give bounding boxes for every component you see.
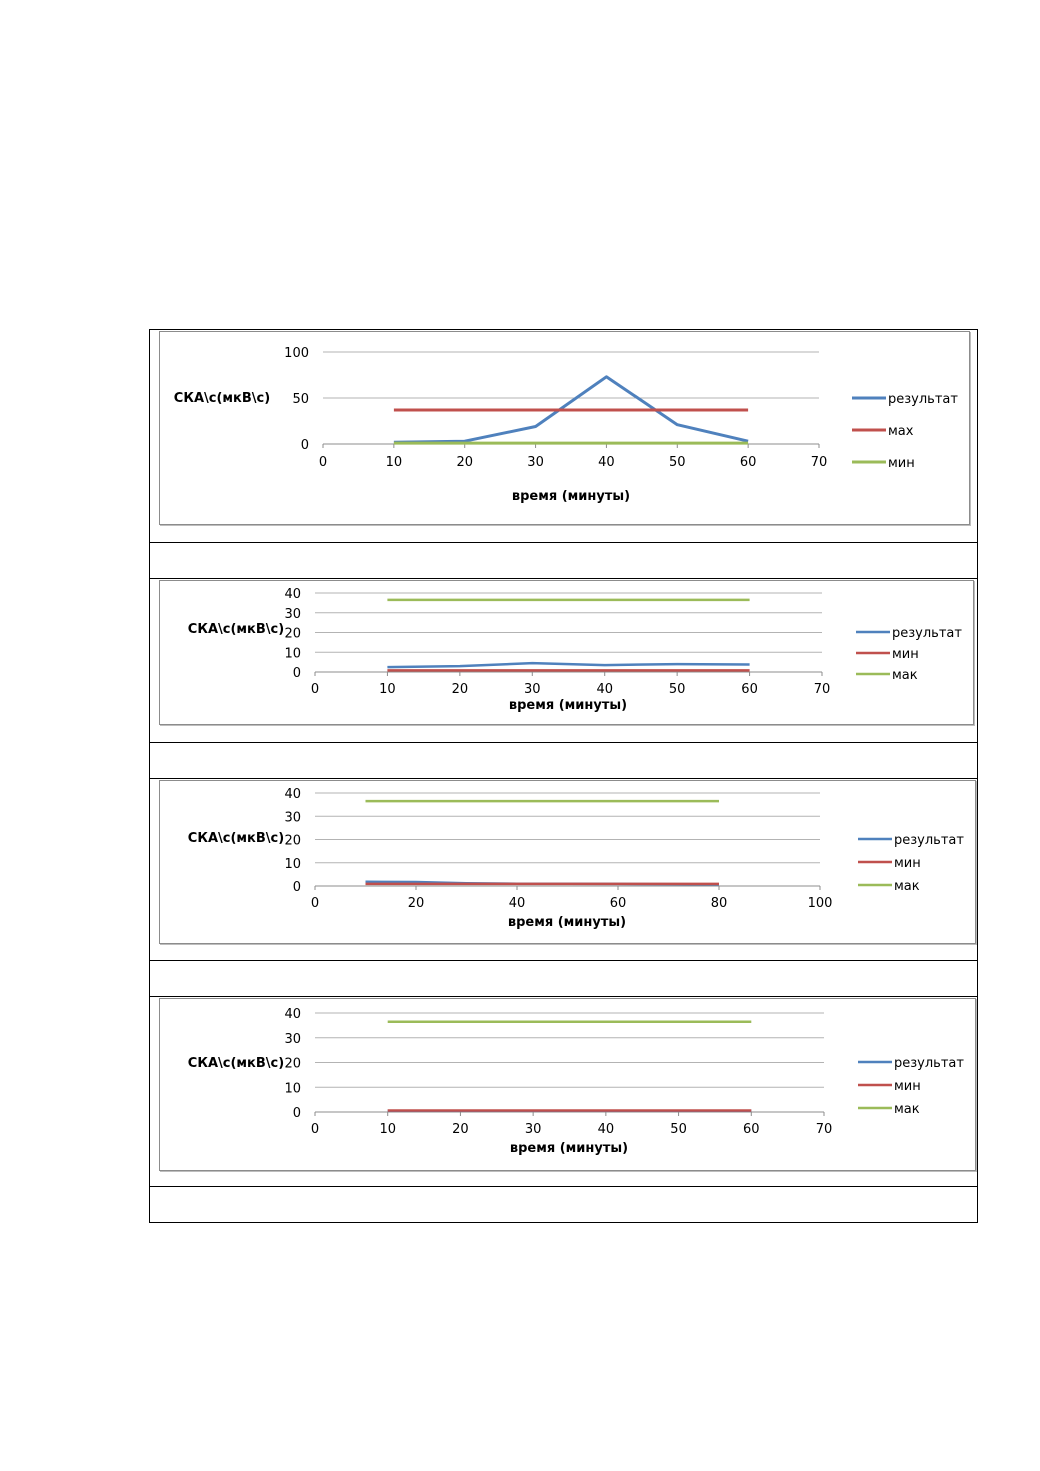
y-tick-label: 0	[293, 666, 301, 681]
legend-label: мах	[888, 424, 914, 439]
x-tick-label: 10	[386, 455, 403, 470]
y-axis-title: СКА\с(мкВ\с)	[188, 831, 284, 846]
x-tick-label: 40	[509, 896, 526, 911]
x-tick-label: 30	[525, 1122, 542, 1137]
chart-frame-2: 0 10 20 30 40 0 10 20 30 40 50 60 70 СКА\с(мкВ\с) врем…	[159, 580, 974, 725]
x-tick-label: 20	[408, 896, 425, 911]
x-tick-label: 30	[527, 455, 544, 470]
table-row-divider	[150, 960, 977, 961]
y-tick-label: 50	[292, 392, 309, 407]
x-tick-label: 10	[379, 1122, 396, 1137]
x-tick-label: 40	[596, 682, 613, 697]
table-row-divider	[150, 742, 977, 743]
table-row-divider	[150, 996, 977, 997]
x-tick-label: 50	[669, 455, 686, 470]
x-tick-label: 60	[610, 896, 627, 911]
y-axis-title: СКА\с(мкВ\с)	[174, 391, 270, 406]
legend-label: мак	[892, 668, 918, 683]
x-axis-title: время (минуты)	[510, 1141, 628, 1156]
legend-label: мин	[894, 856, 921, 871]
x-tick-label: 20	[456, 455, 473, 470]
legend-label: результат	[894, 1056, 964, 1071]
y-tick-label: 10	[284, 857, 301, 872]
x-tick-label: 70	[816, 1122, 833, 1137]
x-tick-label: 20	[452, 1122, 469, 1137]
table-row-divider	[150, 578, 977, 579]
x-tick-label: 100	[808, 896, 833, 911]
table-row-divider	[150, 1186, 977, 1187]
chart-frame-4: 0 10 20 30 40 0 10 20 30 40 50 60 70 СКА\с(мкВ\с) врем…	[159, 998, 976, 1171]
x-tick-label: 10	[379, 682, 396, 697]
document-table	[149, 329, 978, 1223]
y-tick-label: 0	[301, 438, 309, 453]
x-tick-label: 70	[814, 682, 831, 697]
x-tick-label: 30	[524, 682, 541, 697]
y-tick-label: 0	[293, 1106, 301, 1121]
line-chart-2: 0 10 20 30 40 0 10 20 30 40 50 60 70 СКА\с(мкВ\с) врем…	[188, 587, 963, 713]
y-tick-label: 20	[284, 1057, 301, 1072]
y-tick-label: 20	[284, 834, 301, 849]
legend-label: мак	[894, 879, 920, 894]
series-line-1	[387, 661, 750, 669]
x-axis-title: время (минуты)	[512, 489, 630, 504]
series-line-1	[393, 375, 749, 444]
line-chart-4: 0 10 20 30 40 0 10 20 30 40 50 60 70 СКА\с(мкВ\с) врем…	[188, 1007, 965, 1156]
legend-label: мак	[894, 1102, 920, 1117]
y-tick-label: 10	[284, 1081, 301, 1096]
y-axis-title: СКА\с(мкВ\с)	[188, 1056, 284, 1071]
x-tick-label: 40	[598, 1122, 615, 1137]
x-tick-label: 0	[311, 682, 319, 697]
table-row-divider	[150, 542, 977, 543]
x-tick-label: 50	[670, 1122, 687, 1137]
y-tick-label: 10	[284, 646, 301, 661]
x-tick-label: 0	[311, 1122, 319, 1137]
table-row-divider	[150, 778, 977, 779]
legend-label: мин	[892, 647, 919, 662]
y-tick-label: 30	[284, 607, 301, 622]
y-tick-label: 0	[293, 880, 301, 895]
y-tick-label: 30	[284, 1032, 301, 1047]
legend-label: результат	[888, 392, 958, 407]
chart-frame-1: 0 50 100 0 10 20 30 40 50 60 70 СКА\с(мкВ\с) время (…	[159, 331, 970, 525]
x-tick-label: 80	[711, 896, 728, 911]
x-tick-label: 20	[452, 682, 469, 697]
line-chart-1: 0 50 100 0 10 20 30 40 50 60 70 СКА\с(мкВ\с) время (…	[174, 346, 959, 504]
x-tick-label: 60	[741, 682, 758, 697]
legend-label: результат	[892, 626, 962, 641]
y-tick-label: 30	[284, 810, 301, 825]
x-tick-label: 0	[311, 896, 319, 911]
line-chart-3: 0 10 20 30 40 0 20 40 60 80 100 СКА\с(мкВ\с) время (…	[188, 787, 965, 930]
x-tick-label: 40	[598, 455, 615, 470]
legend-label: результат	[894, 833, 964, 848]
x-axis-title: время (минуты)	[509, 698, 627, 713]
y-tick-label: 20	[284, 627, 301, 642]
y-tick-label: 100	[284, 346, 309, 361]
x-tick-label: 0	[319, 455, 327, 470]
y-tick-label: 40	[284, 587, 301, 602]
legend-label: мин	[888, 456, 915, 471]
x-tick-label: 60	[740, 455, 757, 470]
y-axis-title: СКА\с(мкВ\с)	[188, 622, 284, 637]
legend-label: мин	[894, 1079, 921, 1094]
x-tick-label: 70	[811, 455, 828, 470]
x-tick-label: 50	[669, 682, 686, 697]
y-tick-label: 40	[284, 787, 301, 802]
chart-frame-3: 0 10 20 30 40 0 20 40 60 80 100 СКА\с(мкВ\с) время (…	[159, 780, 976, 944]
y-tick-label: 40	[284, 1007, 301, 1022]
x-axis-title: время (минуты)	[508, 915, 626, 930]
x-tick-label: 60	[743, 1122, 760, 1137]
